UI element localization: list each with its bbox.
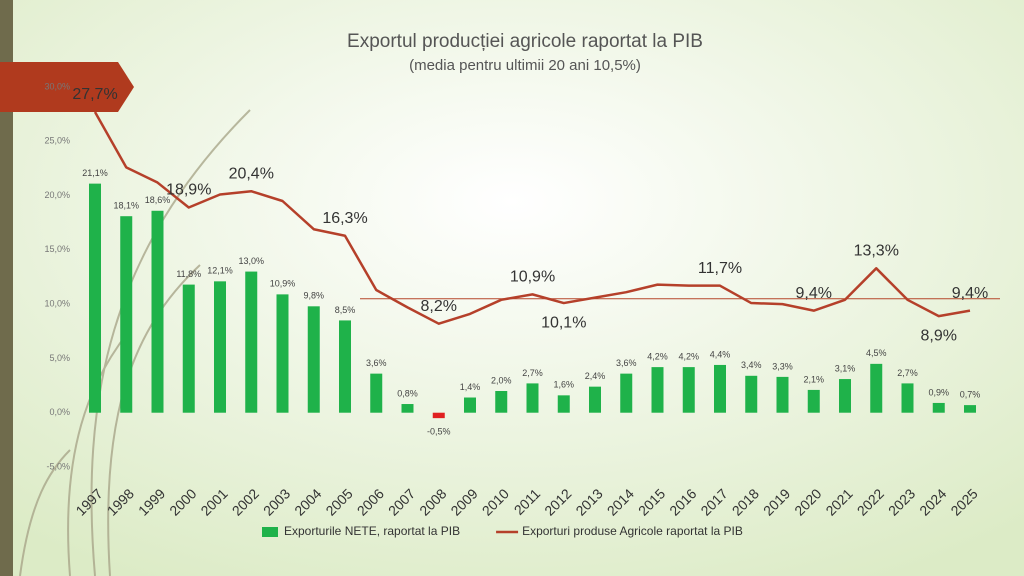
bar — [495, 391, 508, 413]
y-tick-label: 5,0% — [49, 353, 70, 363]
legend-label: Exporturile NETE, raportat la PIB — [284, 524, 460, 538]
line-value-label: 9,4% — [952, 285, 988, 302]
y-tick-label: 10,0% — [44, 299, 70, 309]
bar-value-label: 11,8% — [176, 269, 201, 279]
bar — [151, 210, 164, 413]
bar-value-label: 4,4% — [710, 349, 731, 359]
line-value-label: 16,3% — [322, 210, 367, 227]
line-series — [93, 111, 971, 325]
bar — [526, 383, 539, 413]
bar — [839, 379, 851, 413]
bar — [901, 383, 914, 413]
bar — [776, 376, 789, 413]
bar-value-label: 1,4% — [460, 382, 481, 392]
bar — [745, 375, 758, 413]
chart-title: Exportul producției agricole raportat la… — [347, 31, 703, 52]
bar-value-label: 4,2% — [678, 351, 699, 361]
line-value-label: 13,3% — [854, 243, 899, 260]
bar-value-label: 0,7% — [960, 389, 981, 399]
decor-arrow — [0, 62, 134, 112]
bar-value-label: 18,1% — [113, 201, 139, 211]
bar-value-label: 0,8% — [397, 388, 418, 398]
bar — [589, 386, 601, 413]
bar-value-label: 9,8% — [303, 291, 324, 301]
y-tick-label: 30,0% — [44, 81, 70, 91]
plot: -5,0%0,0%5,0%10,0%15,0%20,0%25,0%30,0%19… — [44, 81, 1000, 538]
bar-value-label: 4,2% — [647, 351, 668, 361]
bar — [182, 284, 195, 413]
bar-value-label: 10,9% — [270, 279, 296, 289]
bar — [651, 367, 664, 413]
y-tick-label: 20,0% — [44, 190, 70, 200]
line-value-label: 11,7% — [698, 260, 742, 277]
bar-value-label: 4,5% — [866, 348, 887, 358]
bar-value-label: 8,5% — [335, 305, 356, 315]
bar-value-label: 2,0% — [491, 375, 512, 385]
bar-value-label: 21,1% — [82, 168, 108, 178]
line-value-label: 9,4% — [796, 285, 832, 302]
line-value-label: 10,1% — [541, 314, 586, 331]
bar — [682, 367, 695, 413]
y-tick-label: -5,0% — [46, 461, 70, 471]
bar-value-label: 1,6% — [553, 380, 574, 390]
bar — [89, 183, 101, 413]
bar-value-label: 2,1% — [803, 374, 824, 384]
bar — [964, 405, 976, 413]
bar — [807, 389, 820, 413]
bar-value-label: 0,9% — [928, 387, 949, 397]
bar-value-label: 18,6% — [145, 195, 171, 205]
y-tick-label: 25,0% — [44, 136, 70, 146]
bar-value-label: 2,4% — [585, 371, 606, 381]
bar — [120, 216, 133, 413]
bar-value-label: 3,6% — [366, 358, 387, 368]
legend-label: Exporturi produse Agricole raportat la P… — [522, 524, 743, 538]
bar — [245, 271, 258, 413]
bar-value-label: -0,5% — [427, 427, 451, 437]
bar — [714, 364, 726, 413]
bar — [557, 395, 570, 413]
side-stripe — [0, 0, 13, 576]
bar — [370, 373, 383, 413]
legend-swatch — [262, 527, 278, 537]
bar-value-label: 3,3% — [772, 361, 793, 371]
bar-value-label: 2,7% — [522, 368, 543, 378]
bar — [307, 306, 320, 413]
line-value-label: 27,7% — [72, 86, 117, 103]
chart-subtitle: (media pentru ultimii 20 ani 10,5%) — [409, 57, 641, 74]
bar — [620, 373, 633, 413]
bar — [276, 294, 289, 413]
line-value-label: 18,9% — [166, 182, 211, 199]
bar — [932, 402, 945, 413]
bar — [432, 412, 445, 419]
y-tick-label: 15,0% — [44, 244, 70, 254]
line-value-label: 8,2% — [421, 298, 457, 315]
line-value-label: 8,9% — [921, 327, 957, 344]
bar — [339, 320, 351, 413]
y-tick-label: 0,0% — [49, 407, 70, 417]
bar-value-label: 3,4% — [741, 360, 762, 370]
bar — [870, 363, 883, 413]
line-value-label: 10,9% — [510, 269, 555, 286]
bar-value-label: 3,6% — [616, 358, 637, 368]
line-value-label: 20,4% — [229, 165, 274, 182]
bar-value-label: 3,1% — [835, 363, 856, 373]
bar — [214, 281, 226, 413]
bar — [401, 404, 414, 413]
bar-value-label: 12,1% — [207, 266, 233, 276]
bar-value-label: 2,7% — [897, 368, 918, 378]
bar — [464, 397, 476, 413]
bar-value-label: 13,0% — [238, 256, 264, 266]
